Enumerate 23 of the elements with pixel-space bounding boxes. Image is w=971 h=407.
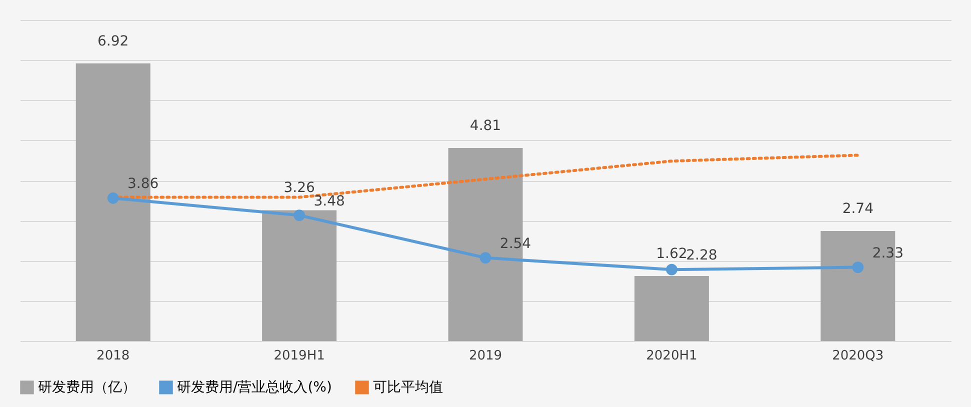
x-tick-label: 2019 [468,348,502,364]
x-tick-label: 2020H1 [646,348,698,364]
data-label: 3.26 [284,180,315,196]
data-label: 6.92 [98,33,129,50]
data-label: 1.62 [656,246,688,262]
point [852,262,864,273]
point [294,210,305,221]
point [107,192,119,204]
legend-label: 研发费用/营业总收入(%) [177,379,332,396]
data-label: 3.86 [128,176,159,192]
x-tick-label: 2020Q3 [832,348,884,364]
data-label: 2.74 [842,201,874,218]
bar [634,276,709,341]
x-tick-label: 2018 [96,348,130,364]
data-label: 3.48 [314,193,345,210]
data-label: 2.28 [686,248,718,264]
x-tick-label: 2019H1 [274,348,325,364]
legend-label: 可比平均值 [373,379,443,396]
bar [262,210,337,341]
data-label: 4.81 [470,118,502,134]
point [480,252,492,264]
point [666,264,678,276]
legend-label: 研发费用（亿） [38,379,136,396]
